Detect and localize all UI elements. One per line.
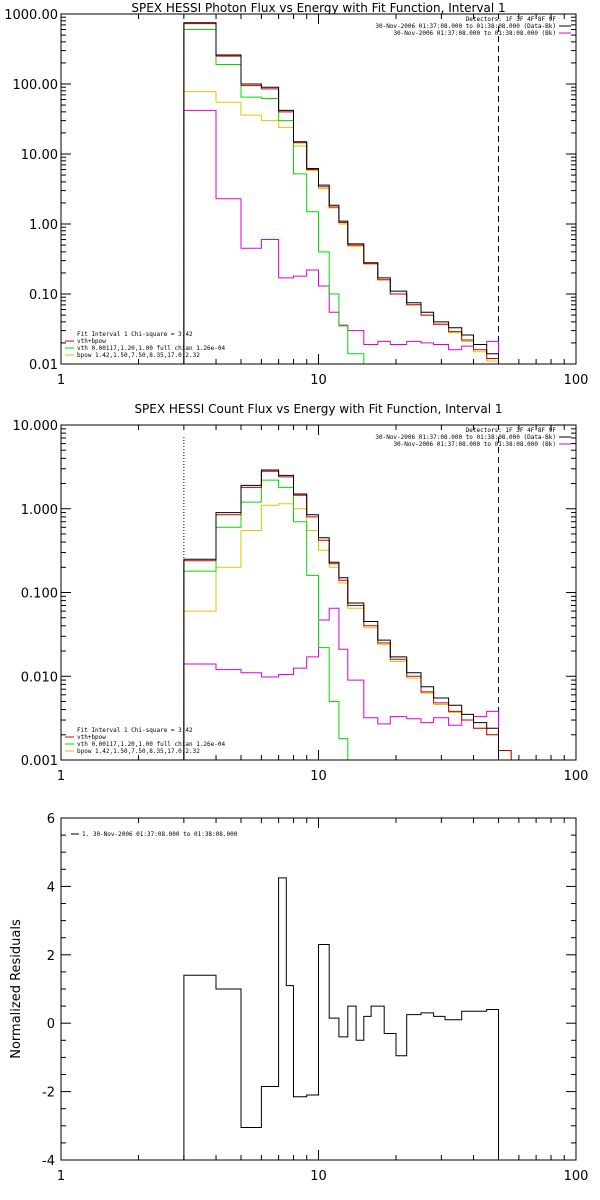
x-tick-label: 1 (57, 1169, 65, 1184)
panel-title: SPEX HESSI Count Flux vs Energy with Fit… (134, 402, 502, 416)
y-tick-label: 1.00 (29, 218, 58, 233)
series-background (183, 607, 499, 760)
series-data (183, 22, 499, 364)
series-data (183, 877, 499, 1160)
legend-entry: bpow 1.42,1.50,7.50,8.35,17.0,2.32 (77, 748, 200, 755)
y-tick-label: 1000.00 (4, 8, 58, 23)
y-tick-label: 0.001 (21, 754, 58, 769)
y-tick-label: 0.100 (21, 587, 58, 602)
x-tick-label: 10 (310, 373, 327, 388)
series-total (183, 23, 499, 364)
x-tick-label: 1 (57, 373, 65, 388)
y-tick-label: -4 (42, 1154, 55, 1169)
photon-flux-panel: SPEX HESSI Photon Flux vs Energy with Fi… (4, 1, 588, 388)
axes-frame (60, 13, 577, 365)
panel-title: SPEX HESSI Photon Flux vs Energy with Fi… (131, 1, 505, 15)
legend-entry: vth+bpow (77, 734, 106, 741)
y-tick-label: 10.00 (21, 148, 58, 163)
axes-frame (60, 424, 577, 761)
x-tick-label: 10 (310, 769, 327, 784)
y-tick-label: 0.01 (29, 358, 58, 373)
series-thermal (183, 29, 378, 364)
legend-entry: bpow 1.42,1.50,7.50,8.35,17.0,2.32 (77, 352, 200, 359)
residuals-panel: Normalized Residuals 1 10 100 -4 -2 0 2 4 6 1. 30-… (9, 812, 588, 1184)
x-tick-label: 1 (57, 769, 65, 784)
legend-entry: Detectors: 1F 3F 4F 8F 9F (466, 16, 557, 23)
y-tick-label: 2 (47, 949, 55, 964)
series-thermal (183, 479, 364, 760)
y-tick-label: 10.000 (13, 419, 59, 434)
series-background (183, 109, 499, 364)
y-tick-label: 6 (47, 812, 55, 827)
legend-entry: vth 0.00117,1.20,1.00 full chian 1.26e-0… (77, 741, 225, 748)
x-tick-label: 10 (310, 1169, 327, 1184)
y-tick-label: -2 (42, 1086, 55, 1101)
count-flux-panel: SPEX HESSI Count Flux vs Energy with Fit… (13, 402, 589, 784)
y-tick-label: 1.000 (21, 503, 58, 518)
y-tick-label: 0.10 (29, 288, 58, 303)
legend-entry: 30-Nov-2006 01:37:08.000 to 01:38:08.000… (393, 30, 556, 37)
legend-entry: vth+bpow (77, 338, 106, 345)
legend-entry: 30-Nov-2006 01:37:08.000 to 01:38:08.000… (375, 23, 556, 30)
series-data (183, 469, 499, 760)
y-tick-label: 0 (47, 1017, 55, 1032)
legend-entry: vth 0.00117,1.20,1.00 full chian 1.26e-0… (77, 345, 225, 352)
legend-entry: 30-Nov-2006 01:37:08.000 to 01:38:08.000… (375, 434, 556, 441)
series-powerlaw (183, 91, 499, 364)
x-tick-label: 100 (564, 373, 589, 388)
x-tick-label: 100 (564, 769, 589, 784)
legend-entry: 1. 30-Nov-2006 01:37:08.000 to 01:38:08.… (82, 831, 238, 838)
y-tick-label: 100.00 (13, 78, 59, 93)
y-axis-label: Normalized Residuals (9, 919, 24, 1059)
x-tick-label: 100 (564, 1169, 589, 1184)
legend-entry: Fit Interval 1 Chi-square = 3.42 (77, 727, 193, 734)
y-tick-label: 4 (47, 880, 55, 895)
legend-entry: Detectors: 1F 3F 4F 8F 9F (466, 427, 557, 434)
legend-entry: 30-Nov-2006 01:37:08.000 to 01:38:08.000… (393, 441, 556, 448)
legend-entry: Fit Interval 1 Chi-square = 3.42 (77, 331, 193, 338)
axes-frame (60, 817, 577, 1161)
y-tick-label: 0.010 (21, 670, 58, 685)
